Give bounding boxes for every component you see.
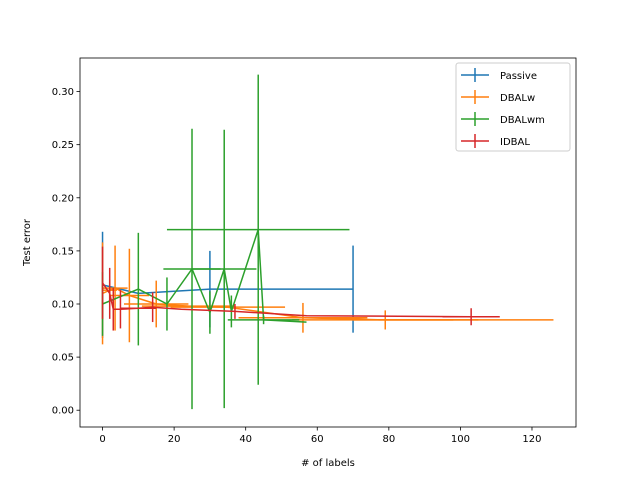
y-tick-label: 0.15 [52,246,74,257]
legend-entry-dbalwm: DBALwm [461,112,545,126]
y-tick-label: 0.30 [52,87,74,98]
y-axis-label: Test error [22,218,33,267]
x-tick-label: 0 [99,434,105,445]
legend-label: DBALw [500,93,535,104]
x-axis-label: # of labels [301,458,355,469]
y-tick-label: 0.05 [52,353,74,364]
legend: Passive DBALw DBALwm IDBAL [455,62,571,152]
y-tick-label: 0.25 [52,140,74,151]
x-tick-label: 20 [168,434,181,445]
x-tick-label: 120 [522,434,541,445]
legend-label: Passive [500,71,537,82]
data-layer [101,74,554,410]
series-line [102,287,454,321]
x-tick-label: 100 [451,434,470,445]
legend-box [455,62,571,152]
y-tick-label: 0.20 [52,193,74,204]
y-tick-label: 0.00 [52,406,74,417]
series-line [102,284,354,295]
y-tick-label: 0.10 [52,300,74,311]
legend-entry-idbal: IDBAL [461,134,530,148]
legend-entry-passive: Passive [461,68,537,82]
x-tick-label: 80 [382,434,395,445]
axes-frame [79,57,577,428]
x-tick-label: 60 [311,434,324,445]
series-idbal [101,246,500,331]
legend-entry-dbalw: DBALw [461,90,535,104]
legend-label: IDBAL [500,137,530,148]
axes-layer: 0 20 40 60 80 100 120 0.00 0.05 0.10 0.15 0.20 0.25 0… [52,57,577,445]
x-tick-label: 40 [239,434,252,445]
legend-label: DBALwm [500,115,545,126]
